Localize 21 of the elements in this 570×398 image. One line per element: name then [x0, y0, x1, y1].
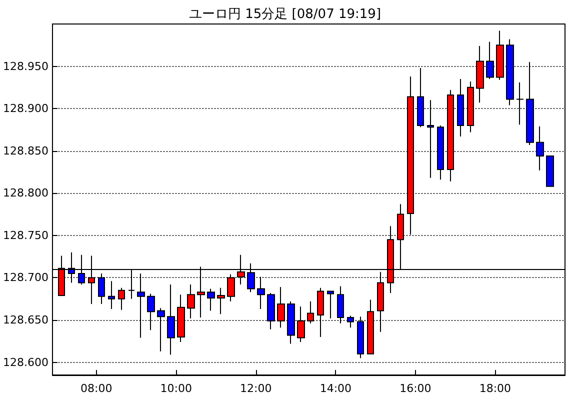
x-tick-label: 12:00	[240, 382, 272, 395]
candlestick	[207, 288, 215, 312]
y-tick-label: 128.750	[2, 228, 48, 242]
x-tick-label: 14:00	[320, 382, 352, 395]
candlestick	[118, 287, 125, 310]
y-tick-label: 128.650	[2, 314, 48, 327]
y-tick-label: 128.850	[2, 144, 48, 158]
candlestick	[546, 155, 554, 187]
x-tick-label: 16:00	[400, 382, 432, 395]
x-tick-label: 10:00	[160, 382, 192, 395]
y-tick-label: 128.950	[2, 60, 48, 73]
y-tick-label: 128.800	[2, 186, 48, 200]
y-tick-label: 128.600	[2, 356, 48, 369]
y-tick-label: 128.700	[2, 271, 48, 284]
candlestick	[108, 280, 115, 310]
chart-title: ユーロ円 15分足 [08/07 19:19]	[188, 7, 382, 22]
x-tick-label: 18:00	[479, 382, 512, 395]
candlestick	[217, 287, 225, 315]
candlestick	[327, 290, 334, 319]
x-tick-label: 08:00	[80, 382, 112, 395]
y-tick-label: 128.900	[2, 102, 48, 116]
